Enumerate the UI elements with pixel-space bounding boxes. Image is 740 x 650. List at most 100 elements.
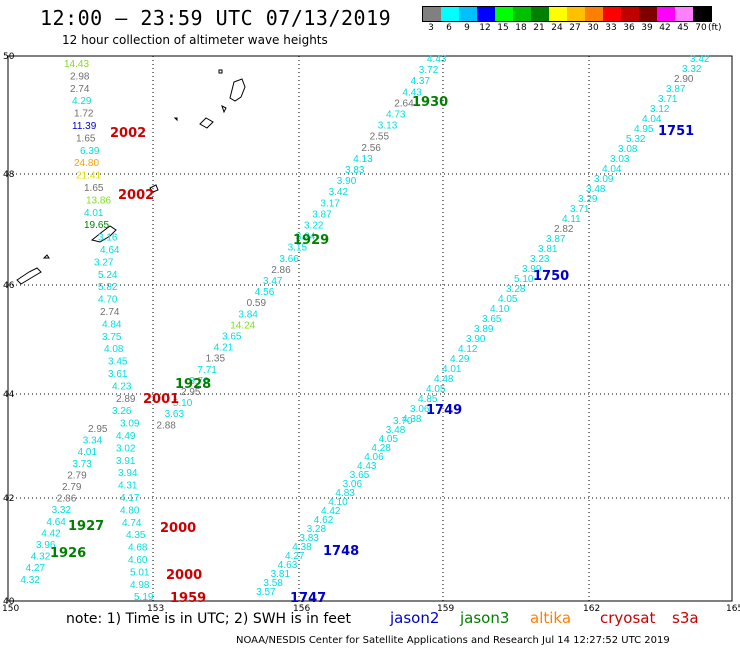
pass-time-label: 1929 — [293, 233, 329, 248]
pass-time-label: 1928 — [175, 377, 211, 392]
pass-time-label: 2002 — [110, 126, 146, 141]
grid-lines — [8, 56, 732, 601]
wave-height-value: 3.32 — [52, 505, 72, 516]
lat-tick-label: 48 — [3, 170, 15, 180]
scale-swatch — [675, 7, 693, 21]
wave-height-value: 4.49 — [116, 431, 136, 442]
wave-height-value: 2.86 — [271, 265, 291, 276]
wave-height-value: 2.64 — [394, 98, 414, 109]
wave-height-value: 3.90 — [337, 176, 357, 187]
wave-height-value: 3.47 — [263, 276, 283, 287]
wave-height-value: 4.37 — [411, 76, 431, 87]
wave-height-value: 3.32 — [682, 64, 702, 75]
wave-height-value: 3.42 — [329, 187, 349, 198]
wave-height-value: 3.70 — [393, 416, 413, 427]
wave-height-value: 3.58 — [263, 578, 283, 589]
wave-height-value: 3.15 — [288, 243, 308, 254]
wave-height-value: 0.59 — [247, 298, 267, 309]
pass-time-label: 1926 — [50, 546, 86, 561]
wave-height-value: 4.23 — [112, 381, 132, 392]
lat-tick-label: 40 — [3, 597, 15, 607]
wave-height-value: 2.95 — [181, 387, 201, 398]
scale-label: 45 — [677, 23, 689, 33]
wave-height-value: 5.24 — [98, 270, 118, 281]
scale-label: 21 — [533, 23, 545, 33]
wave-height-value: 3.42 — [690, 54, 710, 65]
wave-height-value: 3.09 — [594, 174, 614, 185]
wave-height-value: 4.43 — [402, 87, 422, 98]
wave-height-value: 5.82 — [98, 282, 118, 293]
wave-height-value: 2.74 — [70, 84, 90, 95]
wave-height-value: 6.39 — [80, 146, 100, 157]
wave-height-value: 1.72 — [74, 109, 94, 120]
legend-jason2: jason2 — [390, 609, 440, 627]
scale-label: 18 — [515, 23, 527, 33]
wave-height-value: 5.10 — [173, 398, 193, 409]
pass-time-label: 1748 — [323, 544, 359, 559]
wave-height-value: 4.06 — [364, 452, 384, 463]
scale-label: 15 — [497, 23, 509, 33]
wave-height-value: 19.65 — [84, 220, 109, 231]
wave-height-value: 3.94 — [118, 468, 138, 479]
wave-height-value: 11.39 — [72, 121, 97, 132]
wave-height-value: 3.16 — [98, 233, 118, 244]
wave-height-value: 2.95 — [88, 424, 108, 435]
wave-height-value: 3.81 — [538, 244, 558, 255]
scale-swatch — [657, 7, 675, 21]
wave-height-value: 4.01 — [84, 208, 104, 219]
wave-height-value: 4.13 — [353, 154, 373, 165]
wave-height-value: 4.56 — [255, 287, 275, 298]
wave-height-value: 4.21 — [214, 343, 234, 354]
wave-height-value: 3.29 — [578, 194, 598, 205]
lat-tick-label: 42 — [3, 494, 15, 504]
wave-height-value: 1.35 — [206, 354, 226, 365]
wave-height-value: 3.99 — [522, 264, 542, 275]
wave-height-value: 2.86 — [57, 494, 77, 505]
wave-height-value: 3.84 — [238, 309, 258, 320]
island-shape — [42, 254, 50, 259]
wave-height-value: 3.27 — [94, 257, 114, 268]
wave-height-value: 3.83 — [299, 533, 319, 544]
footer-credit: NOAA/NESDIS Center for Satellite Applica… — [236, 635, 670, 646]
pass-time-label: 2000 — [166, 568, 202, 583]
wave-height-value: 5.19 — [134, 592, 154, 603]
scale-label: 39 — [641, 23, 653, 33]
wave-height-value: 4.11 — [562, 214, 581, 225]
page-title: 12:00 — 23:59 UTC 07/13/2019 — [40, 6, 392, 30]
wave-height-value: 3.66 — [279, 254, 299, 265]
wave-height-value: 4.48 — [434, 374, 454, 385]
lat-tick-label: 50 — [3, 52, 15, 62]
scale-swatch — [639, 7, 657, 21]
scale-swatch — [585, 7, 603, 21]
wave-height-value: 2.74 — [100, 307, 120, 318]
wave-height-value: 3.02 — [116, 443, 136, 454]
wave-height-value: 4.31 — [118, 481, 138, 492]
wave-height-value: 3.96 — [36, 540, 56, 551]
wave-height-value: 3.48 — [386, 425, 406, 436]
scale-swatch — [531, 7, 549, 21]
wave-height-value: 7.71 — [197, 365, 217, 376]
wave-height-value: 3.09 — [120, 419, 140, 430]
wave-height-value: 3.83 — [345, 165, 365, 176]
pass-time-label: 2000 — [160, 521, 196, 536]
wave-height-value: 4.17 — [120, 493, 140, 504]
wave-height-value: 24.80 — [74, 158, 99, 169]
lon-tick-label: 150 — [2, 604, 20, 614]
lon-tick-label: 153 — [147, 604, 165, 614]
legend-jason3: jason3 — [460, 609, 510, 627]
wave-height-value: 4.43 — [357, 461, 377, 472]
wave-height-value: 3.76 — [189, 376, 209, 387]
wave-height-value: 3.87 — [546, 234, 566, 245]
wave-height-value: 2.90 — [674, 74, 694, 85]
wave-height-value: 4.80 — [120, 505, 140, 516]
wave-height-value: 4.01 — [78, 447, 98, 458]
wave-height-value: 4.60 — [128, 555, 148, 566]
wave-height-value: 4.05 — [379, 434, 399, 445]
wave-height-value: 4.68 — [128, 543, 148, 554]
wave-height-value: 3.03 — [610, 154, 630, 165]
scale-label: 9 — [464, 23, 470, 33]
wave-height-value: 3.63 — [165, 409, 185, 420]
wave-height-value: 4.12 — [458, 344, 478, 355]
pass-time-label: 1749 — [426, 403, 462, 418]
